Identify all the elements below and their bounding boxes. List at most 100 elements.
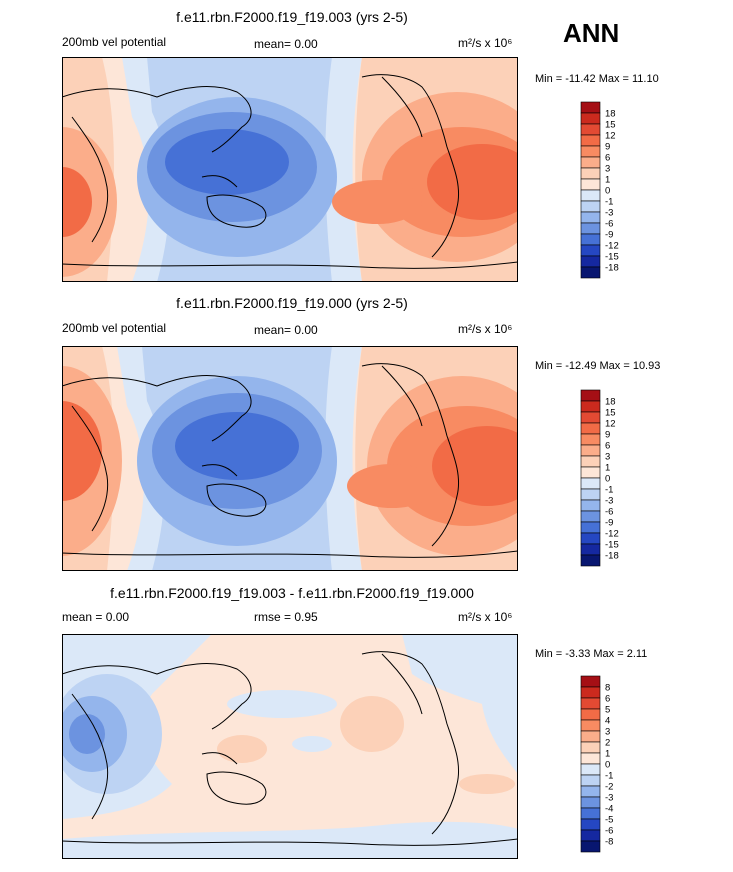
panel-1-map	[62, 57, 518, 282]
colorbar-box	[580, 156, 601, 169]
colorbar-label: 1	[605, 463, 610, 474]
colorbar-box	[580, 763, 601, 776]
season-label: ANN	[563, 18, 620, 48]
panel-3-minmax: Min = -3.33 Max = 2.11	[535, 648, 648, 660]
colorbar-box	[580, 543, 601, 556]
colorbar-box	[580, 829, 601, 842]
colorbar-box	[580, 266, 601, 279]
colorbar-label: -1	[605, 197, 613, 208]
colorbar-box	[580, 477, 601, 490]
panel-1-field-label: 200mb vel potential	[62, 35, 167, 49]
colorbar-label: 5	[605, 705, 610, 716]
colorbar-label: -4	[605, 804, 613, 815]
panel-2-units: m²/s x 10⁶	[458, 322, 513, 336]
colorbar-label: -8	[605, 837, 613, 848]
colorbar-label: -3	[605, 793, 613, 804]
colorbar-label: 3	[605, 452, 610, 463]
colorbar-label: -15	[605, 252, 619, 263]
colorbar-box	[580, 675, 601, 688]
colorbar-label: 1	[605, 175, 610, 186]
colorbar-label: 18	[605, 109, 616, 120]
panel-1-colorbar: 18 15 12 9 6 3 1 0 -1 -3 -6 -9 -12 -15 -18	[580, 101, 660, 288]
colorbar-box	[580, 112, 601, 125]
colorbar-box	[580, 178, 601, 191]
colorbar-label: 2	[605, 738, 610, 749]
colorbar-box	[580, 145, 601, 158]
colorbar-box	[580, 532, 601, 545]
colorbar-box	[580, 444, 601, 457]
colorbar-box	[580, 741, 601, 754]
panel-3-map	[62, 634, 518, 859]
colorbar-box	[580, 708, 601, 721]
colorbar-box	[580, 255, 601, 268]
colorbar-label: 6	[605, 153, 610, 164]
colorbar-box	[580, 796, 601, 809]
colorbar-label: 0	[605, 760, 610, 771]
colorbar-box	[580, 499, 601, 512]
colorbar-box	[580, 807, 601, 820]
colorbar-box	[580, 686, 601, 699]
colorbar-label: -3	[605, 496, 613, 507]
colorbar-label: -18	[605, 263, 619, 274]
colorbar-box	[580, 488, 601, 501]
colorbar-label: -3	[605, 208, 613, 219]
colorbar-label: -12	[605, 241, 619, 252]
colorbar-label: -12	[605, 529, 619, 540]
panel-3-mean: mean = 0.00	[62, 610, 130, 624]
panel-3-colorbar: 8 6 5 4 3 2 1 0 -1 -2 -3 -4 -5 -6 -8	[580, 675, 660, 862]
colorbar-box	[580, 818, 601, 831]
panel-2-minmax: Min = -12.49 Max = 10.93	[535, 360, 661, 372]
colorbar-label: -9	[605, 230, 613, 241]
colorbar-label: 0	[605, 186, 610, 197]
colorbar-label: -2	[605, 782, 613, 793]
colorbar-label: 6	[605, 441, 610, 452]
panel-1-title: f.e11.rbn.F2000.f19_f19.003 (yrs 2-5)	[176, 9, 408, 25]
panel-2-field-label: 200mb vel potential	[62, 321, 167, 335]
colorbar-label: 3	[605, 727, 610, 738]
colorbar-label: -1	[605, 771, 613, 782]
colorbar-box	[580, 466, 601, 479]
colorbar-box	[580, 189, 601, 202]
colorbar-label: 3	[605, 164, 610, 175]
colorbar-box	[580, 222, 601, 235]
colorbar-label: -15	[605, 540, 619, 551]
colorbar-label: -5	[605, 815, 613, 826]
colorbar-box	[580, 433, 601, 446]
colorbar-box	[580, 521, 601, 534]
colorbar-label: 1	[605, 749, 610, 760]
colorbar-box	[580, 697, 601, 710]
colorbar-box	[580, 752, 601, 765]
colorbar-box	[580, 101, 601, 114]
colorbar-label: -6	[605, 507, 613, 518]
colorbar-label: -6	[605, 826, 613, 837]
colorbar-box	[580, 389, 601, 402]
panel-3-rmse: rmse = 0.95	[254, 610, 318, 624]
colorbar-label: 6	[605, 694, 610, 705]
colorbar-label: 12	[605, 131, 616, 142]
panel-1-units: m²/s x 10⁶	[458, 36, 513, 50]
colorbar-box	[580, 455, 601, 468]
colorbar-box	[580, 167, 601, 180]
panel-2-map	[62, 346, 518, 571]
colorbar-label: -18	[605, 551, 619, 562]
colorbar-label: -1	[605, 485, 613, 496]
colorbar-box	[580, 774, 601, 787]
colorbar-box	[580, 840, 601, 853]
colorbar-box	[580, 200, 601, 213]
colorbar-label: 15	[605, 120, 616, 131]
colorbar-label: 15	[605, 408, 616, 419]
colorbar-box	[580, 134, 601, 147]
panel-3-units: m²/s x 10⁶	[458, 610, 513, 624]
colorbar-box	[580, 719, 601, 732]
colorbar-box	[580, 510, 601, 523]
colorbar-label: 4	[605, 716, 610, 727]
colorbar-box	[580, 411, 601, 424]
panel-3-title: f.e11.rbn.F2000.f19_f19.003 - f.e11.rbn.…	[110, 585, 474, 601]
colorbar-box	[580, 400, 601, 413]
panel-1-mean: mean= 0.00	[254, 37, 318, 51]
colorbar-box	[580, 211, 601, 224]
colorbar-label: 9	[605, 430, 610, 441]
